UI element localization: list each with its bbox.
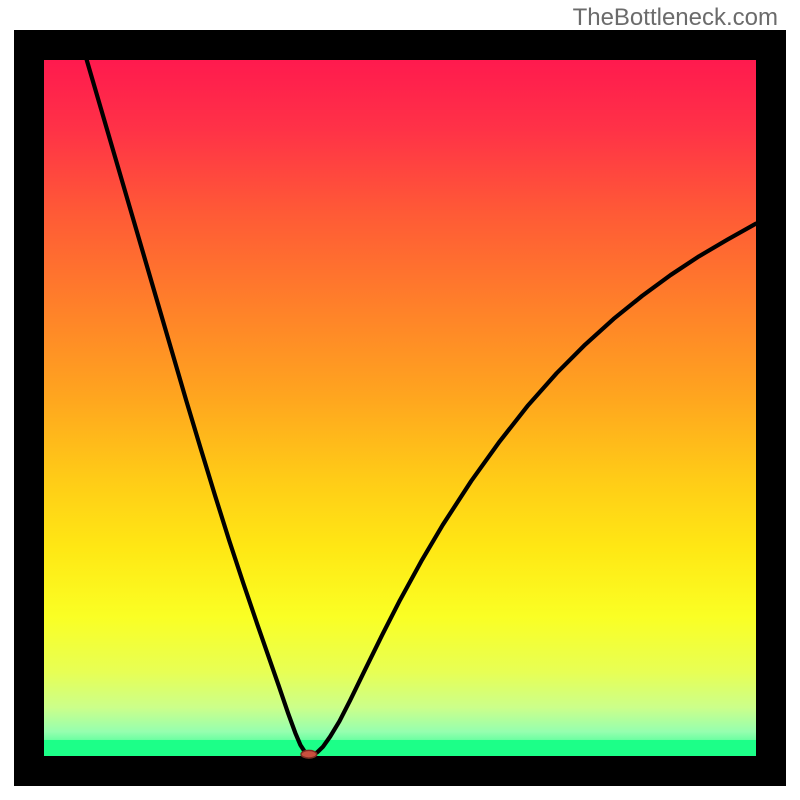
watermark-text: TheBottleneck.com [573,4,778,32]
minimum-marker [301,750,317,758]
bottom-band [44,740,756,756]
chart-stage: TheBottleneck.com [0,0,800,800]
plot-background [44,60,756,756]
bottleneck-chart-svg [0,0,800,800]
